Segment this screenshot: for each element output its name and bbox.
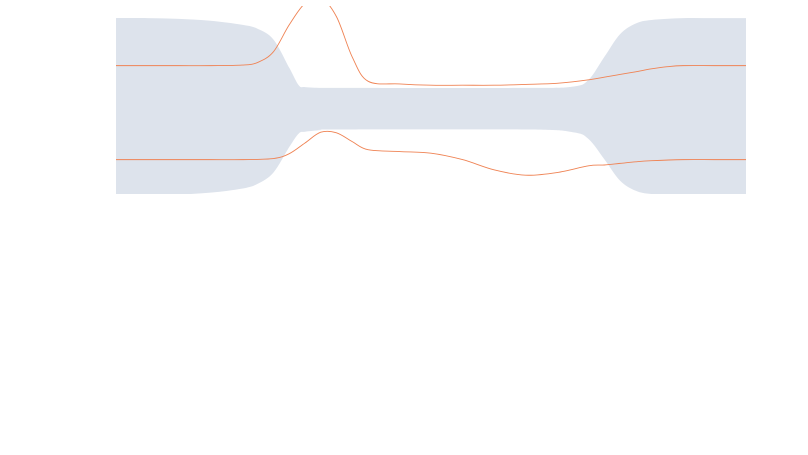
sparse-gp-sigma-line-0 xyxy=(116,6,746,86)
exact-gp-confidence-band xyxy=(116,17,746,194)
gp-regression-panel xyxy=(116,6,746,194)
sparse-gp-sigma-line-1 xyxy=(116,130,746,176)
